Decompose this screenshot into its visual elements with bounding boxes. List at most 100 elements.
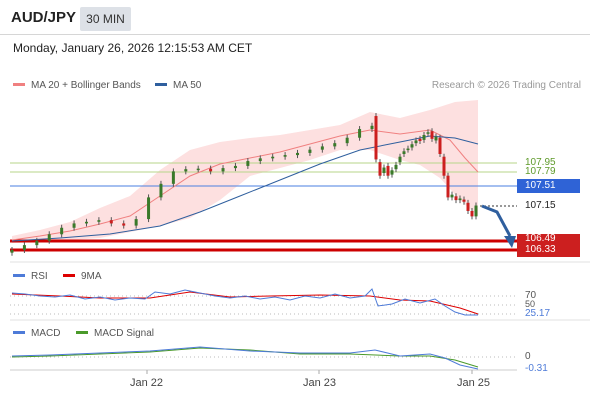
candle-body [35,240,39,246]
candle-body [386,165,390,176]
legend-rsi-label: RSI [31,271,48,282]
legend-rsi: RSI [13,271,48,282]
candle-body [450,194,454,198]
resistance-1-label: 107.95 [525,157,556,168]
candle-body [434,136,438,141]
forecast-arrow [481,204,512,237]
candle-body [470,210,474,217]
legend-rsi-ma-label: 9MA [81,271,102,282]
legend-ma20: MA 20 + Bollinger Bands [13,80,141,91]
legend-ma50-label: MA 50 [173,80,202,91]
candle-body [47,234,51,241]
candle-body [209,168,213,172]
candle-body [442,156,446,176]
macd-value-label: -0.31 [525,363,548,374]
legend-macd-signal-label: MACD Signal [94,328,155,339]
last-price-box: 107.15 [517,199,580,213]
datetime-stamp: Monday, January 26, 2026 12:15:53 AM CET [13,41,253,55]
rsi-70-label: 70 [525,290,537,301]
timeframe-button[interactable]: 30 MIN [80,7,131,31]
candle-body [72,223,76,228]
candle-body [414,140,418,144]
candle-body [406,148,410,151]
candle-body [458,198,462,201]
candle-body [283,155,287,157]
candle-body [454,196,458,201]
candle-body [97,220,101,222]
pivot-price-box: 107.51 [517,179,580,193]
candle-body [246,161,250,166]
x-label-jan25: Jan 25 [457,377,491,389]
candle-body [446,175,450,198]
candle-body [474,205,478,217]
candle-body [196,168,200,171]
support-1-box: 106.49 [517,234,580,244]
rsi-line [11,288,478,316]
candle-body [394,164,398,170]
candle-body [147,197,151,220]
candle-body [422,135,426,140]
ma50-line [11,135,479,242]
candle-body [134,219,138,226]
candle-body [418,138,422,141]
candle-body [221,168,225,172]
candle-body [378,162,382,176]
macd-zero-label: 0 [525,351,531,362]
support-2-box: 106.33 [517,243,580,257]
x-label-jan22: Jan 22 [130,377,164,389]
candle-body [462,199,466,202]
candle-body [382,167,386,173]
candle-body [333,143,337,147]
candle-body [438,137,442,154]
header-separator [0,34,590,35]
rsi-50-label: 50 [525,299,536,309]
forecast-arrowhead [504,236,516,248]
candle-body [402,151,406,154]
macd-line [11,346,479,370]
candle-body [84,221,88,224]
candle-body [171,171,175,184]
candle-body [430,131,434,139]
macd-swatch [13,330,25,334]
legend-ma50: MA 50 [155,80,201,91]
macd-signal-swatch [76,330,88,334]
candle-body [271,156,275,159]
candle-body [320,146,324,150]
candle-body [374,116,378,160]
legend-ma20-label: MA 20 + Bollinger Bands [31,80,141,91]
ma20-swatch [13,82,25,86]
candle-body [122,223,126,226]
candle-body [10,250,14,253]
ma50-swatch [155,82,167,86]
resistance-2-label: 107.79 [525,166,556,177]
symbol-title: AUD/JPY [11,9,77,26]
candle-body [345,137,349,144]
rsi-value-label: 25.17 [525,308,551,319]
candle-body [398,156,402,163]
candle-body [410,144,414,148]
candle-body [308,149,312,153]
credit-text: Research © 2026 Trading Central [431,80,581,91]
candle-body [109,220,113,224]
rsi-swatch [13,273,25,277]
candle-body [159,183,163,198]
candle-body [184,169,188,172]
candle-body [60,227,64,235]
legend-macd-signal: MACD Signal [76,328,154,339]
candle-body [22,245,26,250]
candle-body [426,132,430,134]
candles-group [10,113,478,256]
x-label-jan23: Jan 23 [303,377,337,389]
legend-rsi-ma: 9MA [63,271,102,282]
candle-body [390,170,394,175]
candle-body [258,158,262,162]
candle-body [358,129,362,138]
rsi-ma-line [11,291,479,315]
legend-macd-label: MACD [31,328,61,339]
candle-body [370,125,374,130]
rsi-ma-swatch [63,273,75,277]
candle-body [466,202,470,211]
candle-body [233,165,237,169]
legend-macd: MACD [13,328,60,339]
